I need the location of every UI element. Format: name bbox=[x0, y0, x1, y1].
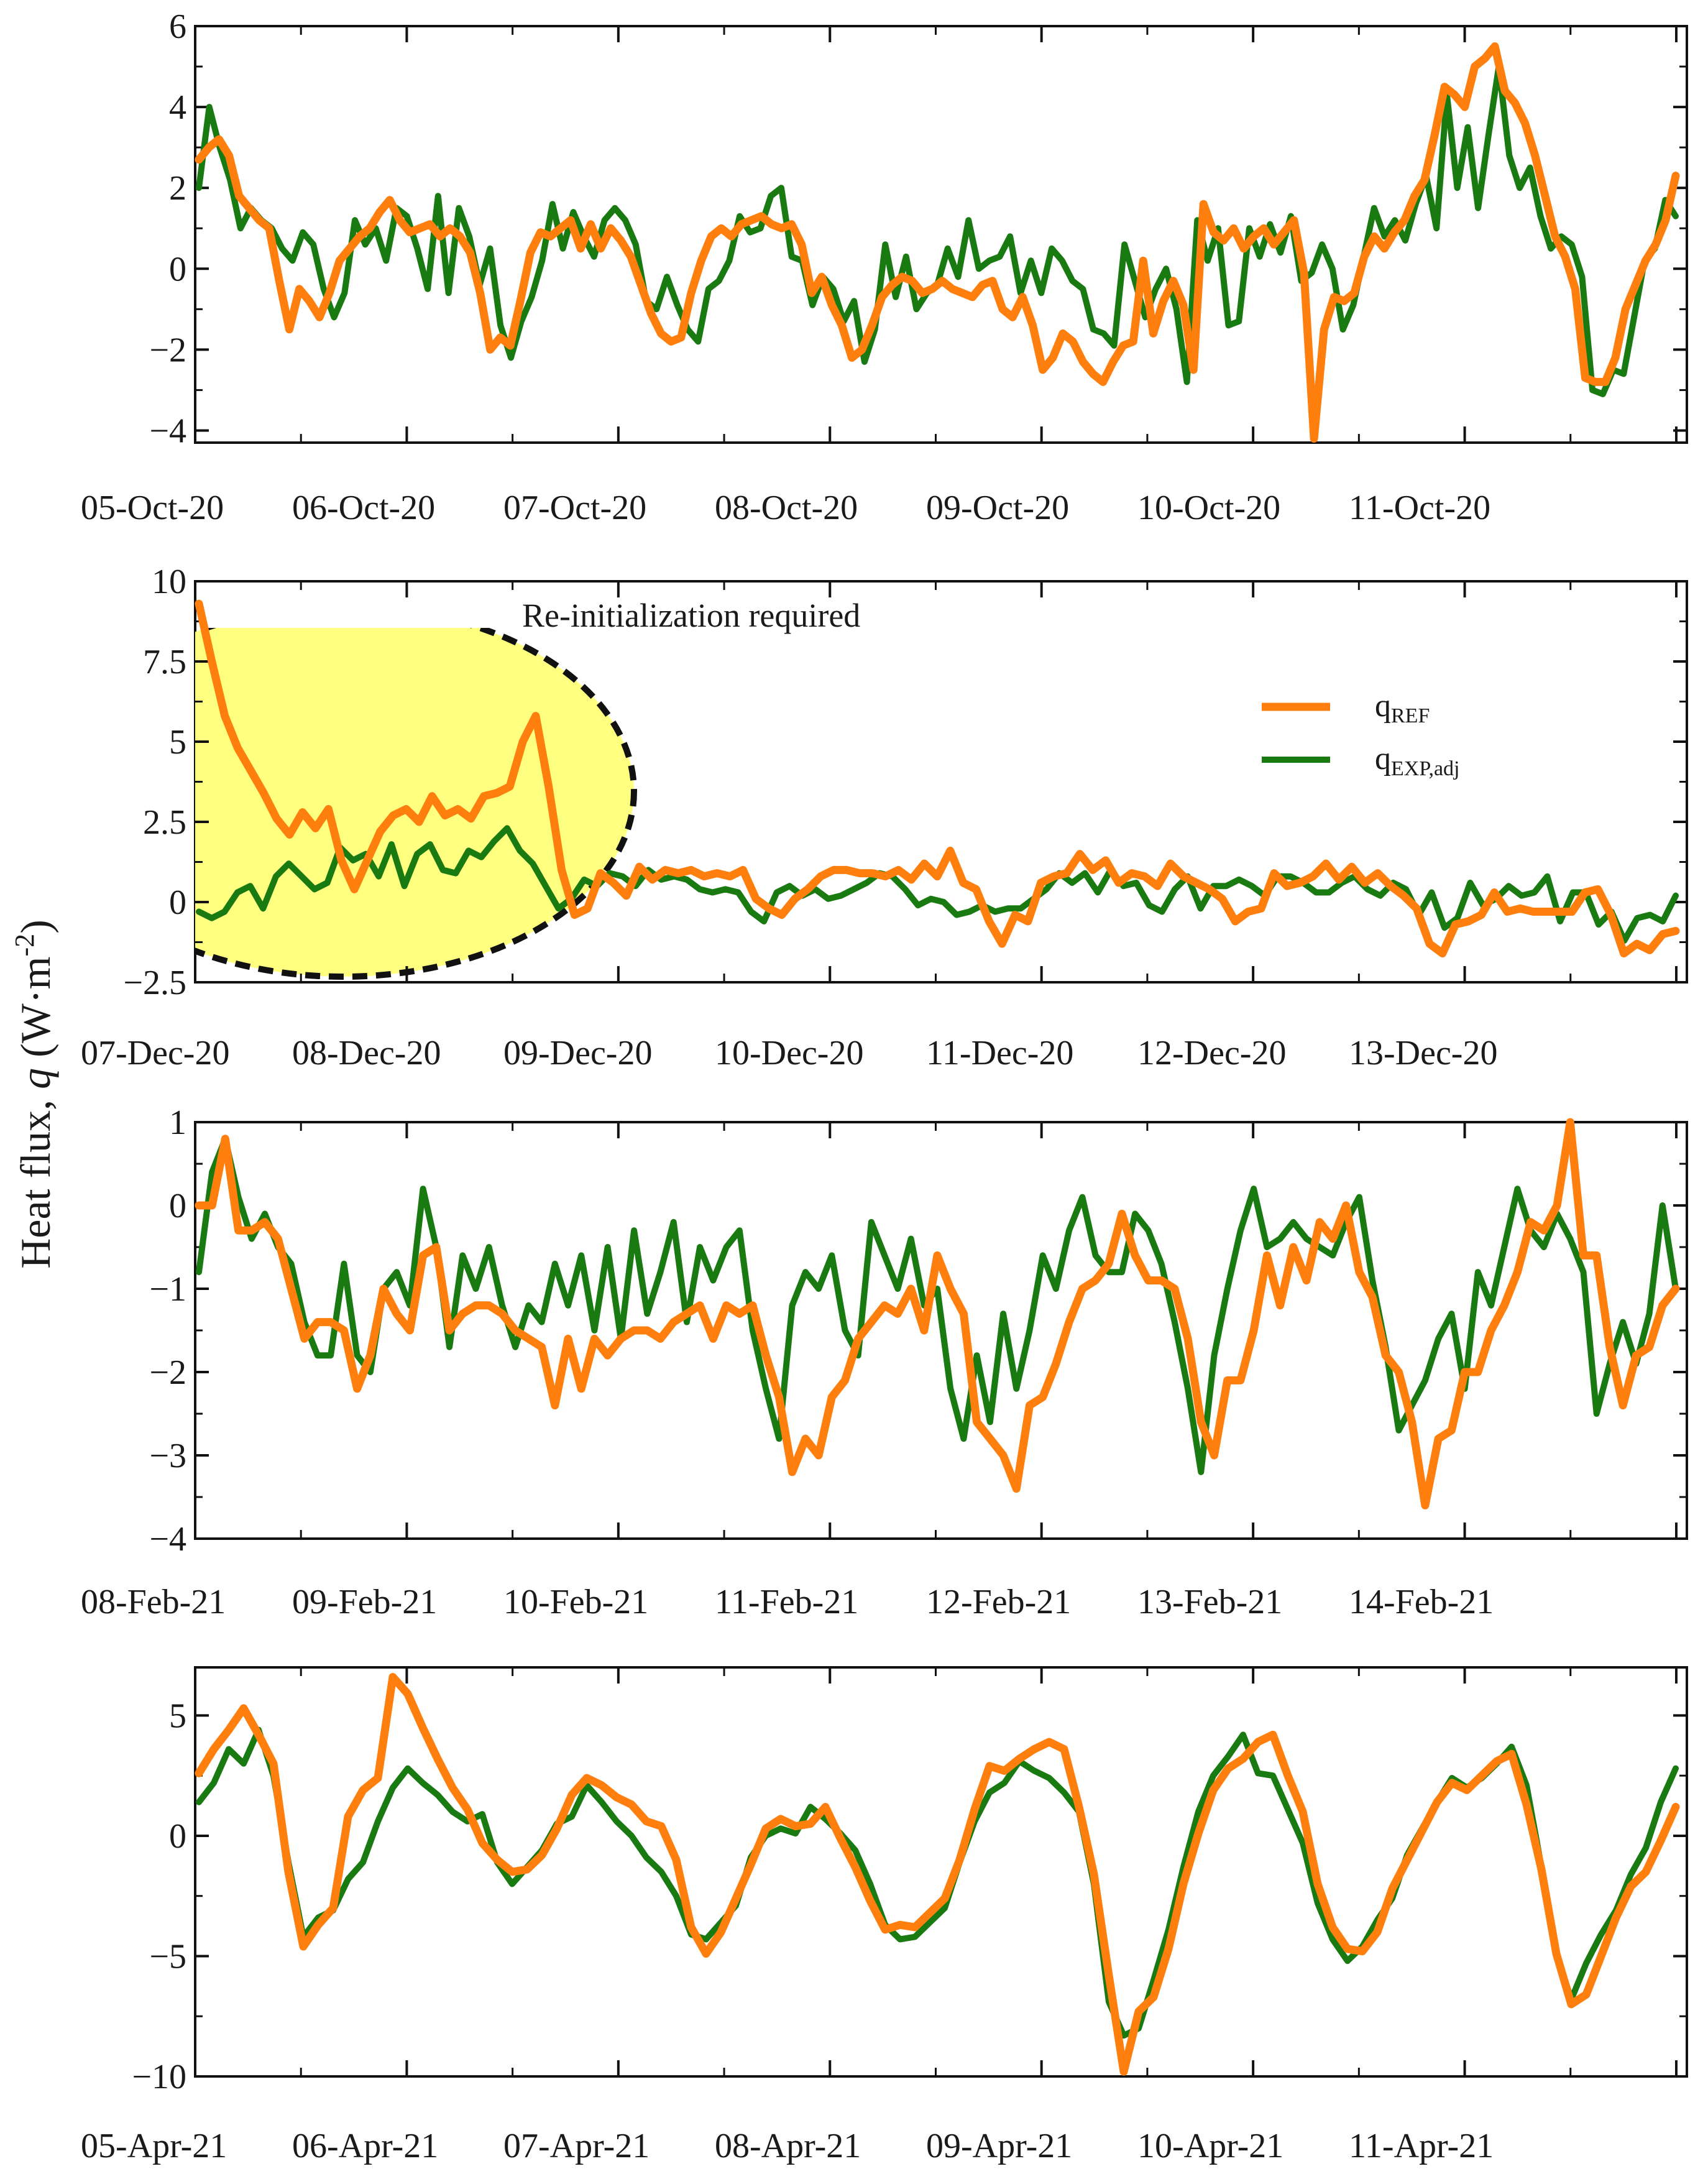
y-tick-label: −2.5 bbox=[123, 964, 186, 1002]
x-date-label: 07-Dec-20 bbox=[81, 1034, 229, 1072]
y-tick-label: 2.5 bbox=[143, 803, 186, 842]
series-line-q-ref bbox=[195, 1118, 1680, 1509]
series-line-q-ref bbox=[195, 599, 1680, 958]
series-line-q-exp-adj bbox=[196, 1726, 1679, 2039]
x-date-label: 08-Dec-20 bbox=[292, 1034, 441, 1072]
y-tick-label: 10 bbox=[152, 563, 186, 601]
legend-exp-label: qEXP,adj bbox=[1375, 741, 1460, 780]
x-date-label: 10-Apr-21 bbox=[1137, 2127, 1283, 2165]
x-date-label: 13-Feb-21 bbox=[1137, 1583, 1282, 1621]
y-tick-label: −4 bbox=[149, 1520, 186, 1559]
panel-2: 10 7.5 5 2.5 0 −2.5 07-Dec-20 08-Dec-20 09-Dec-2… bbox=[81, 563, 1688, 1072]
y-tick-label: 1 bbox=[169, 1103, 186, 1142]
x-date-label: 11-Dec-20 bbox=[926, 1034, 1073, 1072]
x-date-label: 09-Apr-21 bbox=[926, 2127, 1072, 2165]
reinit-highlight bbox=[195, 628, 637, 980]
plot-frame bbox=[194, 25, 1688, 444]
x-date-label: 10-Oct-20 bbox=[1137, 489, 1280, 527]
x-date-label: 09-Oct-20 bbox=[926, 489, 1069, 527]
y-tick-label: 2 bbox=[169, 169, 186, 208]
y-tick-label: 4 bbox=[169, 88, 186, 127]
y-axis-label: Heat flux, q (W·m-2) bbox=[9, 919, 59, 1269]
y-tick-label: 0 bbox=[169, 1187, 186, 1225]
y-tick-label: −10 bbox=[132, 2058, 186, 2096]
y-tick-label: −2 bbox=[149, 1353, 186, 1392]
x-date-label: 10-Dec-20 bbox=[715, 1034, 863, 1072]
y-tick-label: −2 bbox=[149, 331, 186, 369]
x-date-label: 08-Oct-20 bbox=[715, 489, 858, 527]
panel-3: 1 0 −1 −2 −3 −4 08-Feb-21 09-Feb-21 10-Feb-21 11-… bbox=[81, 1103, 1688, 1621]
series-line-q-exp-adj bbox=[196, 825, 1679, 944]
y-tick-label: 0 bbox=[169, 883, 186, 922]
x-date-label: 09-Dec-20 bbox=[503, 1034, 652, 1072]
x-date-label: 10-Feb-21 bbox=[503, 1583, 648, 1621]
x-date-label: 08-Feb-21 bbox=[81, 1583, 226, 1621]
y-tick-label: 0 bbox=[169, 1817, 186, 1856]
x-date-label: 08-Apr-21 bbox=[715, 2127, 861, 2165]
x-date-label: 07-Oct-20 bbox=[503, 489, 646, 527]
panel-1: 6 4 2 0 −2 −4 05-Oct-20 06-Oct-20 07-Oct-20 08-Oc… bbox=[81, 7, 1688, 527]
series-line-q-ref bbox=[195, 1673, 1680, 2076]
x-date-label: 05-Apr-21 bbox=[81, 2127, 227, 2165]
y-tick-label: −1 bbox=[149, 1270, 186, 1309]
x-date-label: 13-Dec-20 bbox=[1349, 1034, 1497, 1072]
x-date-label: 05-Oct-20 bbox=[81, 489, 224, 527]
y-tick-label: −3 bbox=[149, 1437, 186, 1475]
x-date-label: 12-Dec-20 bbox=[1137, 1034, 1286, 1072]
y-tick-label: 0 bbox=[169, 250, 186, 288]
panels: 6 4 2 0 −2 −4 05-Oct-20 06-Oct-20 07-Oct-20 08-Oc… bbox=[81, 7, 1688, 2165]
x-date-label: 11-Apr-21 bbox=[1349, 2127, 1494, 2165]
legend-ref-label: qREF bbox=[1375, 688, 1430, 727]
y-tick-label: −4 bbox=[149, 412, 186, 450]
plot-frame bbox=[194, 1666, 1688, 2078]
y-tick-label: 5 bbox=[169, 723, 186, 762]
reinit-ellipse bbox=[195, 628, 637, 980]
y-tick-label: −5 bbox=[149, 1937, 186, 1976]
x-date-label: 09-Feb-21 bbox=[292, 1583, 437, 1621]
x-date-label: 06-Oct-20 bbox=[292, 489, 435, 527]
legend: qREF qEXP,adj bbox=[1262, 688, 1460, 780]
x-date-label: 07-Apr-21 bbox=[503, 2127, 650, 2165]
y-tick-label: 5 bbox=[169, 1697, 186, 1735]
y-tick-label: 7.5 bbox=[143, 643, 186, 681]
series-line-q-ref bbox=[195, 42, 1680, 443]
panel-4: 5 0 −5 −10 05-Apr-21 06-Apr-21 07-Apr-21 08-Apr… bbox=[81, 1666, 1688, 2165]
x-date-label: 11-Feb-21 bbox=[715, 1583, 858, 1621]
x-date-label: 12-Feb-21 bbox=[926, 1583, 1071, 1621]
reinit-annotation: Re-initialization required bbox=[522, 597, 860, 634]
x-date-label: 11-Oct-20 bbox=[1349, 489, 1490, 527]
x-date-label: 14-Feb-21 bbox=[1349, 1583, 1494, 1621]
x-date-label: 06-Apr-21 bbox=[292, 2127, 438, 2165]
y-tick-label: 6 bbox=[169, 7, 186, 46]
